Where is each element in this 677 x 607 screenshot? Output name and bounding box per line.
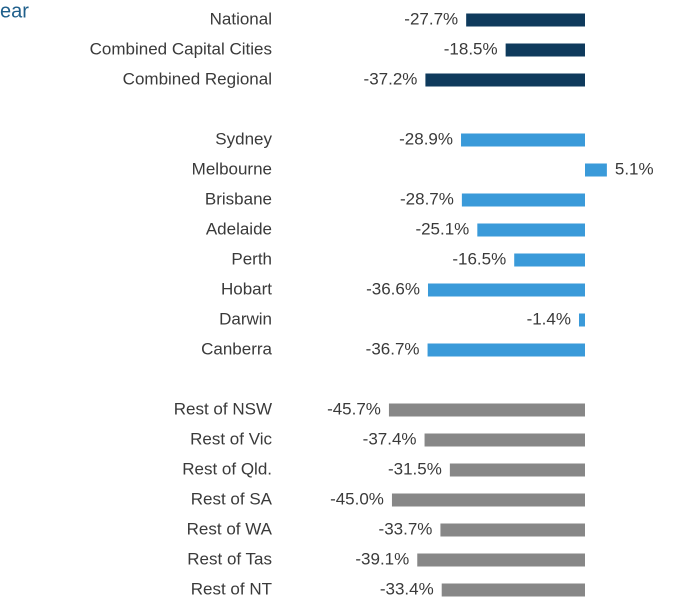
value-label: -36.6% [366,279,420,298]
bar [585,163,607,177]
category-label: Adelaide [206,219,272,238]
category-label: Rest of Vic [190,429,272,448]
category-label: Darwin [219,309,272,328]
value-label: -18.5% [444,39,498,58]
bar [427,343,585,357]
category-label: Rest of NT [191,579,272,598]
value-label: -28.7% [400,189,454,208]
category-label: Rest of WA [187,519,273,538]
bar [461,193,585,207]
value-label: -25.1% [415,219,469,238]
category-label: Rest of Qld. [182,459,272,478]
bar [440,523,585,537]
category-label: Brisbane [205,189,272,208]
value-label: -1.4% [527,309,571,328]
bar [425,73,585,87]
category-label: Combined Regional [123,69,272,88]
bar [388,403,585,417]
bar [461,133,585,147]
value-label: -45.0% [330,489,384,508]
value-label: -37.2% [364,69,418,88]
category-label: Sydney [215,129,272,148]
bar [427,283,585,297]
value-label: -27.7% [404,9,458,28]
bar [417,553,585,567]
category-label: Melbourne [192,159,272,178]
value-label: -37.4% [363,429,417,448]
bar [505,43,585,57]
bar [391,493,585,507]
value-label: -16.5% [452,249,506,268]
bar [578,313,585,327]
category-label: Rest of NSW [174,399,272,418]
chart-title: ear [0,0,29,22]
value-label: -31.5% [388,459,442,478]
bar [449,463,585,477]
value-label: -36.7% [366,339,420,358]
bar [477,223,585,237]
bar [514,253,585,267]
value-label: -33.7% [379,519,433,538]
category-label: Canberra [201,339,272,358]
category-label: National [210,9,272,28]
value-label: -28.9% [399,129,453,148]
category-label: Perth [231,249,272,268]
value-label: -39.1% [355,549,409,568]
category-label: Rest of SA [191,489,273,508]
bar [466,13,585,27]
category-label: Hobart [221,279,272,298]
category-label: Rest of Tas [187,549,272,568]
value-label: -45.7% [327,399,381,418]
value-label: 5.1% [615,159,654,178]
value-label: -33.4% [380,579,434,598]
category-label: Combined Capital Cities [90,39,272,58]
bar [424,433,585,447]
bar [441,583,585,597]
